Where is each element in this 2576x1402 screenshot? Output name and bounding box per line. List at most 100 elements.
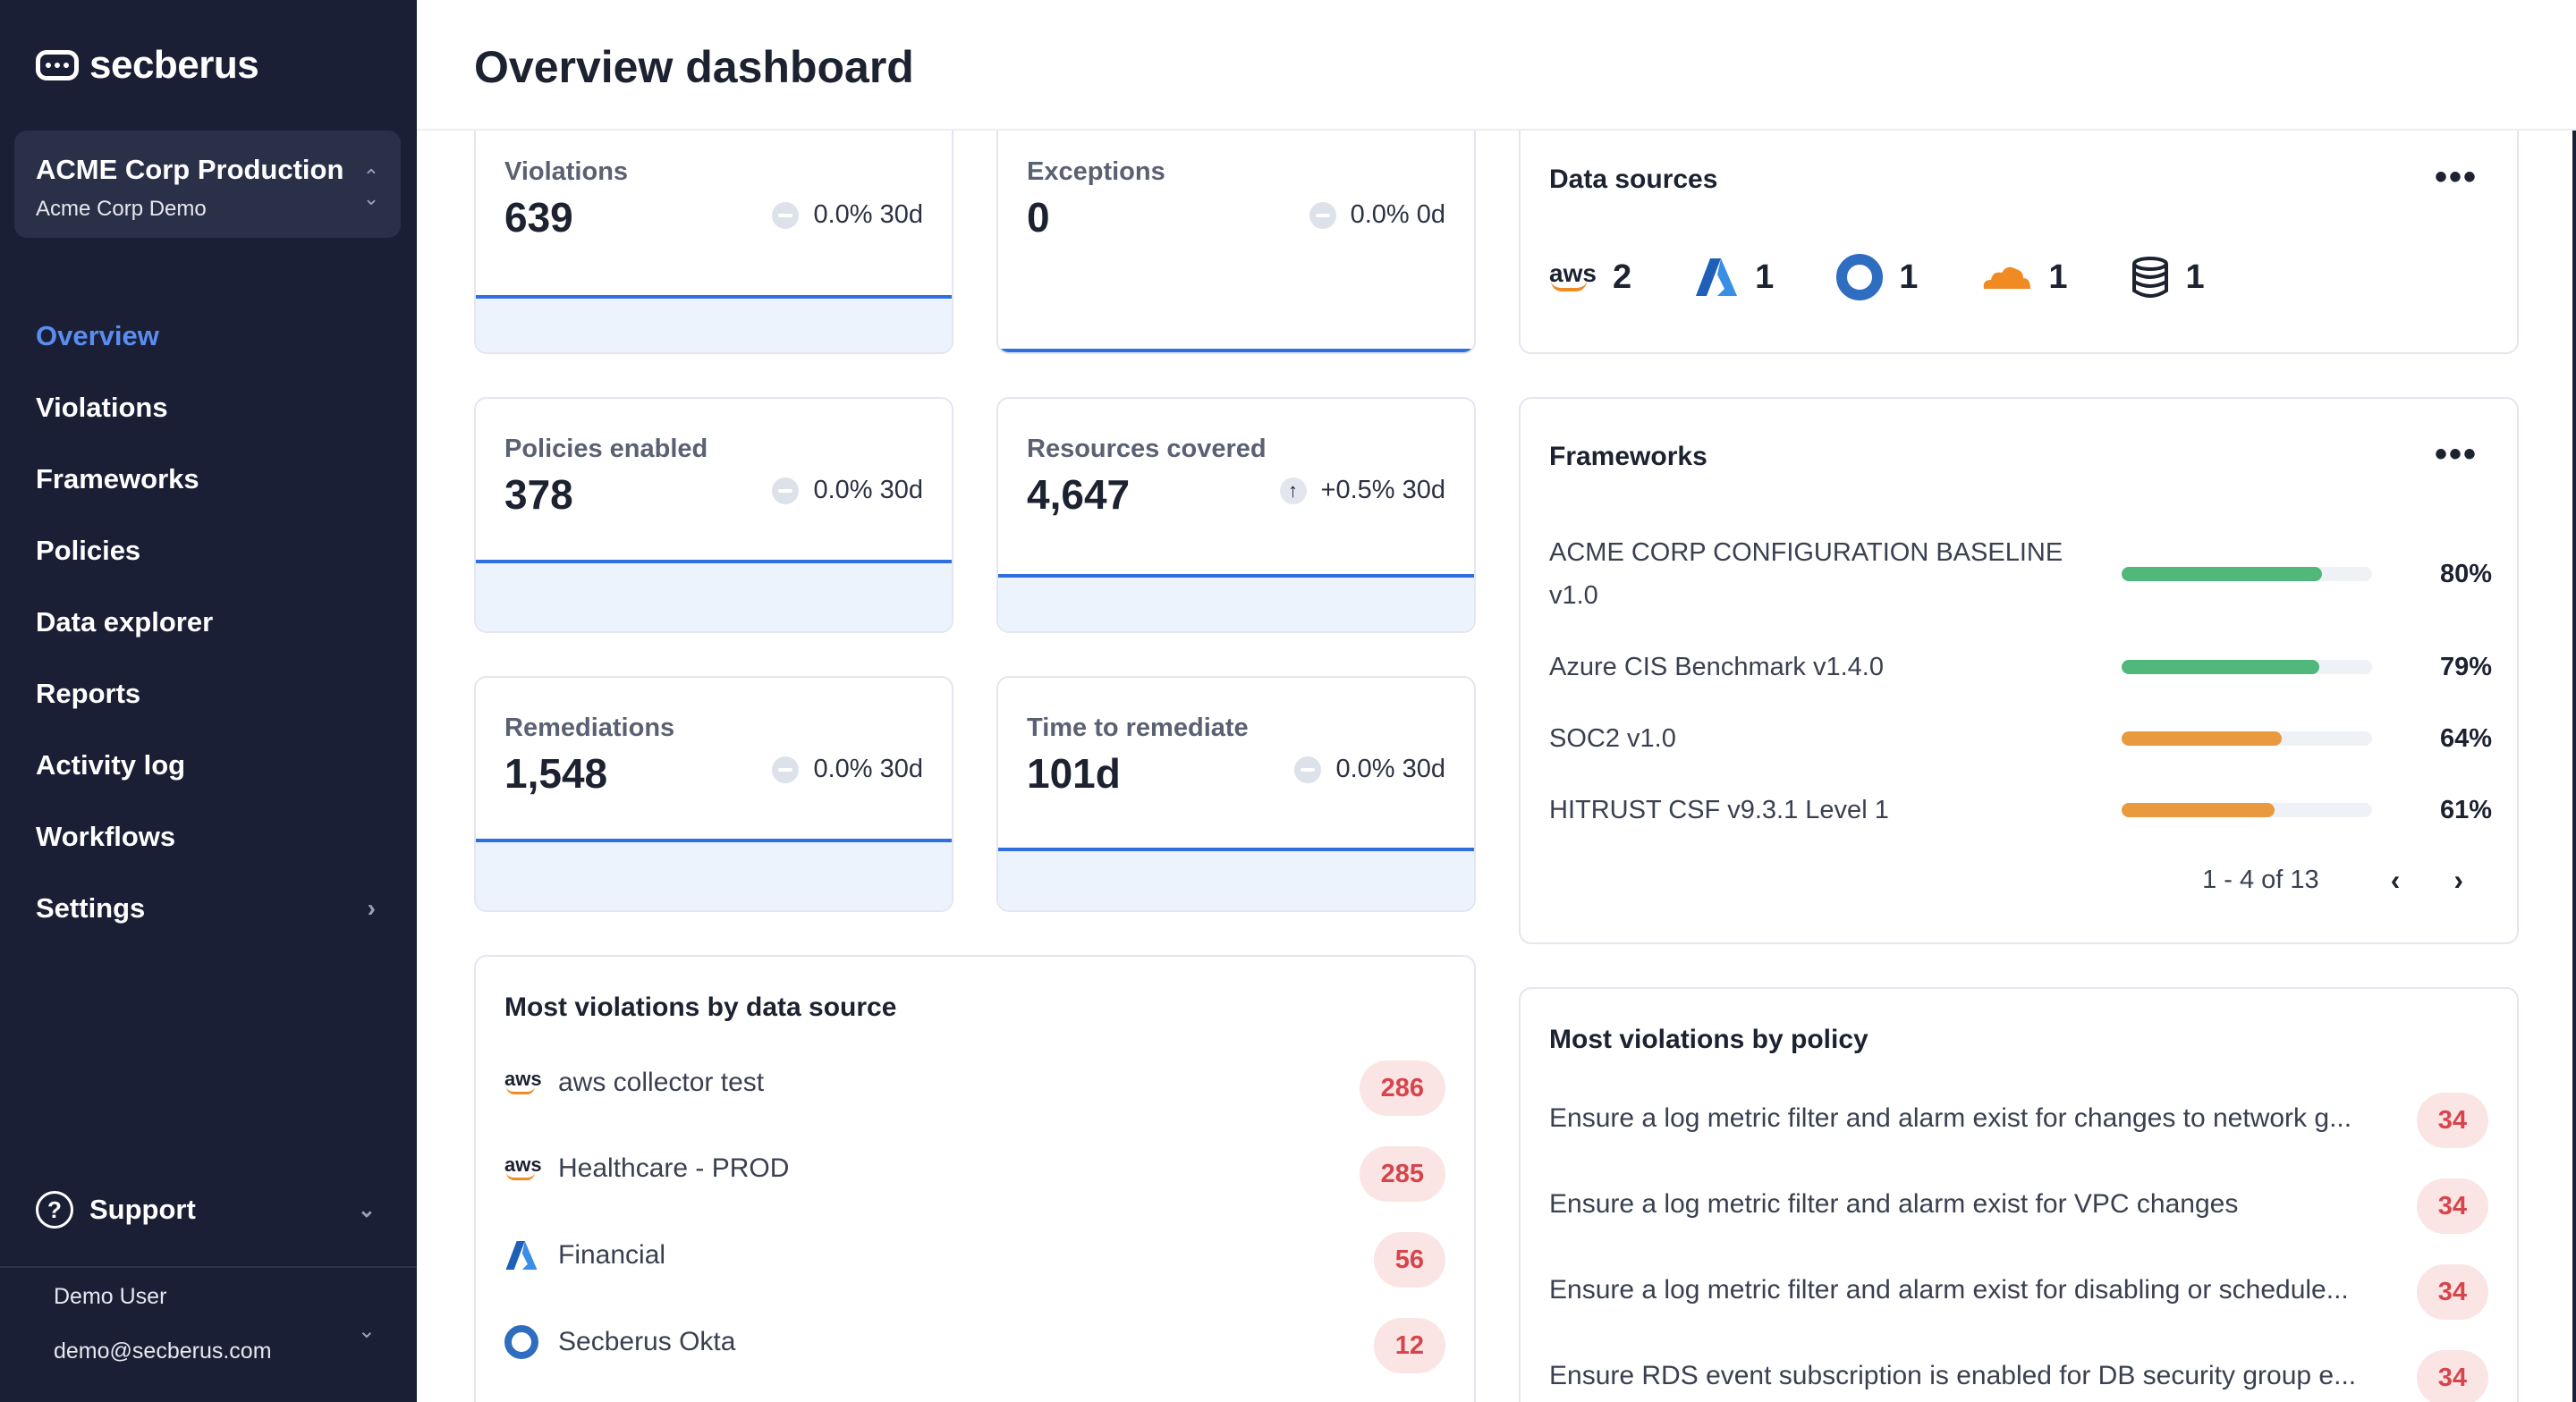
list-item[interactable]: Secberus Okta xyxy=(504,1325,735,1359)
list-item[interactable]: Financial xyxy=(504,1239,665,1271)
support-menu[interactable]: ? Support ⌄ xyxy=(36,1191,376,1229)
violations-by-policy-card: Most violations by policy Ensure a log m… xyxy=(1519,987,2519,1402)
sidebar-item-label: Policies xyxy=(36,535,141,566)
sidebar-item-policies[interactable]: Policies xyxy=(36,515,376,587)
policy-name[interactable]: Ensure a log metric filter and alarm exi… xyxy=(1549,1275,2349,1305)
stat-value: 4,647 xyxy=(1027,471,1131,518)
stat-card-remediations[interactable]: Remediations 1,548 0.0% 30d xyxy=(474,676,953,912)
list-item[interactable]: aws Healthcare - PROD xyxy=(504,1153,789,1184)
stat-trend-text: 0.0% 30d xyxy=(813,755,923,783)
data-source-okta[interactable]: 1 xyxy=(1836,254,1918,300)
data-source-count: 2 xyxy=(1612,258,1632,296)
sidebar-item-reports[interactable]: Reports xyxy=(36,658,376,730)
stat-card-time-to-remediate[interactable]: Time to remediate 101d 0.0% 30d xyxy=(996,676,1476,912)
chevron-right-icon[interactable]: › xyxy=(2453,864,2463,896)
org-switcher[interactable]: ACME Corp Production Acme Corp Demo ⌃ ⌄ xyxy=(14,131,401,238)
sidebar-item-violations[interactable]: Violations xyxy=(36,372,376,443)
data-sources-card: Data sources ••• aws 2 1 1 1 xyxy=(1519,98,2519,354)
stat-card-resources-covered[interactable]: Resources covered 4,647 ↑ +0.5% 30d xyxy=(996,397,1476,633)
window-edge xyxy=(2572,0,2576,1402)
aws-icon: aws xyxy=(504,1069,542,1094)
user-email: demo@secberus.com xyxy=(54,1339,272,1364)
stat-trend: 0.0% 30d xyxy=(1294,755,1445,784)
framework-row[interactable]: SOC2 v1.0 64% xyxy=(1549,717,2492,760)
violation-count-badge: 56 xyxy=(1373,1232,1445,1288)
neutral-trend-icon xyxy=(772,477,800,504)
list-item[interactable]: aws aws collector test xyxy=(504,1068,764,1098)
violation-count-badge: 34 xyxy=(2416,1264,2488,1320)
framework-progress xyxy=(2122,803,2372,817)
data-source-aws[interactable]: aws 2 xyxy=(1549,258,1631,297)
sidebar-item-settings[interactable]: Settings › xyxy=(36,873,376,944)
data-source-cloudflare[interactable]: 1 xyxy=(1980,258,2068,297)
framework-row[interactable]: ACME CORP CONFIGURATION BASELINE v1.0 80… xyxy=(1549,531,2492,617)
secberus-logo-icon xyxy=(36,50,79,80)
sparkline xyxy=(998,349,1474,352)
stat-trend: 0.0% 30d xyxy=(772,476,923,505)
sidebar-item-activity-log[interactable]: Activity log xyxy=(36,730,376,801)
stat-trend: 0.0% 30d xyxy=(772,755,923,784)
neutral-trend-icon xyxy=(772,201,800,229)
stat-card-violations[interactable]: Violations 639 0.0% 30d xyxy=(474,98,953,354)
data-source-name: Financial xyxy=(558,1240,666,1270)
sparkline xyxy=(476,560,952,631)
policy-name[interactable]: Ensure a log metric filter and alarm exi… xyxy=(1549,1189,2239,1219)
data-source-database[interactable]: 1 xyxy=(2131,257,2205,298)
stat-label: Policies enabled xyxy=(504,435,708,463)
chevron-down-icon: ⌄ xyxy=(357,1197,376,1222)
framework-name: HITRUST CSF v9.3.1 Level 1 xyxy=(1549,796,1889,824)
data-source-azure[interactable]: 1 xyxy=(1694,257,1774,298)
data-source-count: 1 xyxy=(1899,258,1919,296)
sidebar-item-label: Overview xyxy=(36,320,159,351)
okta-icon xyxy=(504,1325,538,1359)
sidebar-item-label: Settings xyxy=(36,892,146,924)
stat-value: 1,548 xyxy=(504,750,608,797)
framework-row[interactable]: Azure CIS Benchmark v1.4.0 79% xyxy=(1549,646,2492,688)
chevron-up-down-icon: ⌃ ⌄ xyxy=(362,165,380,209)
chevron-down-icon: ⌄ xyxy=(357,1319,376,1343)
framework-progress-fill xyxy=(2122,803,2275,817)
policy-name[interactable]: Ensure a log metric filter and alarm exi… xyxy=(1549,1103,2352,1133)
stat-label: Time to remediate xyxy=(1027,714,1249,742)
user-menu[interactable]: Demo User demo@secberus.com ⌄ xyxy=(54,1284,376,1364)
sidebar-item-frameworks[interactable]: Frameworks xyxy=(36,443,376,515)
policy-name[interactable]: Ensure RDS event subscription is enabled… xyxy=(1549,1361,2357,1390)
aws-icon: aws xyxy=(504,1155,542,1180)
more-options-icon[interactable]: ••• xyxy=(2434,157,2478,197)
arrow-up-icon: ↑ xyxy=(1279,477,1307,504)
stat-value: 0 xyxy=(1027,194,1050,241)
framework-progress xyxy=(2122,660,2372,674)
org-name: ACME Corp Production xyxy=(36,154,344,185)
brand-logo[interactable]: secberus xyxy=(36,43,259,88)
more-options-icon[interactable]: ••• xyxy=(2434,435,2478,474)
framework-name: SOC2 v1.0 xyxy=(1549,724,1676,753)
stat-label: Resources covered xyxy=(1027,435,1267,463)
stat-label: Remediations xyxy=(504,714,675,742)
card-title: Frameworks xyxy=(1549,442,1707,471)
sidebar-nav: Overview Violations Frameworks Policies … xyxy=(36,300,376,944)
data-source-count: 1 xyxy=(2185,258,2205,296)
stat-value: 378 xyxy=(504,471,573,518)
frameworks-card: Frameworks ••• ACME CORP CONFIGURATION B… xyxy=(1519,397,2519,944)
sidebar-item-workflows[interactable]: Workflows xyxy=(36,801,376,873)
framework-progress-fill xyxy=(2122,567,2322,581)
stat-card-exceptions[interactable]: Exceptions 0 0.0% 0d xyxy=(996,98,1476,354)
page-header: Overview dashboard xyxy=(417,0,2576,131)
data-source-name: Healthcare - PROD xyxy=(558,1153,790,1183)
data-source-name: Secberus Okta xyxy=(558,1327,736,1356)
sidebar-item-data-explorer[interactable]: Data explorer xyxy=(36,587,376,658)
framework-row[interactable]: HITRUST CSF v9.3.1 Level 1 61% xyxy=(1549,789,2492,832)
stat-trend: 0.0% 0d xyxy=(1309,200,1445,230)
stat-card-policies-enabled[interactable]: Policies enabled 378 0.0% 30d xyxy=(474,397,953,633)
aws-icon: aws xyxy=(1549,261,1597,291)
framework-percent: 79% xyxy=(2439,653,2492,681)
data-source-name: aws collector test xyxy=(558,1068,765,1097)
sparkline xyxy=(998,574,1474,631)
chevron-left-icon[interactable]: ‹ xyxy=(2390,864,2401,896)
azure-icon xyxy=(1696,258,1738,296)
stat-trend-text: 0.0% 30d xyxy=(1335,755,1445,783)
user-name: Demo User xyxy=(54,1284,167,1309)
stat-trend-text: 0.0% 0d xyxy=(1350,200,1445,229)
sidebar-item-overview[interactable]: Overview xyxy=(36,300,376,372)
stat-trend: ↑ +0.5% 30d xyxy=(1279,476,1445,505)
